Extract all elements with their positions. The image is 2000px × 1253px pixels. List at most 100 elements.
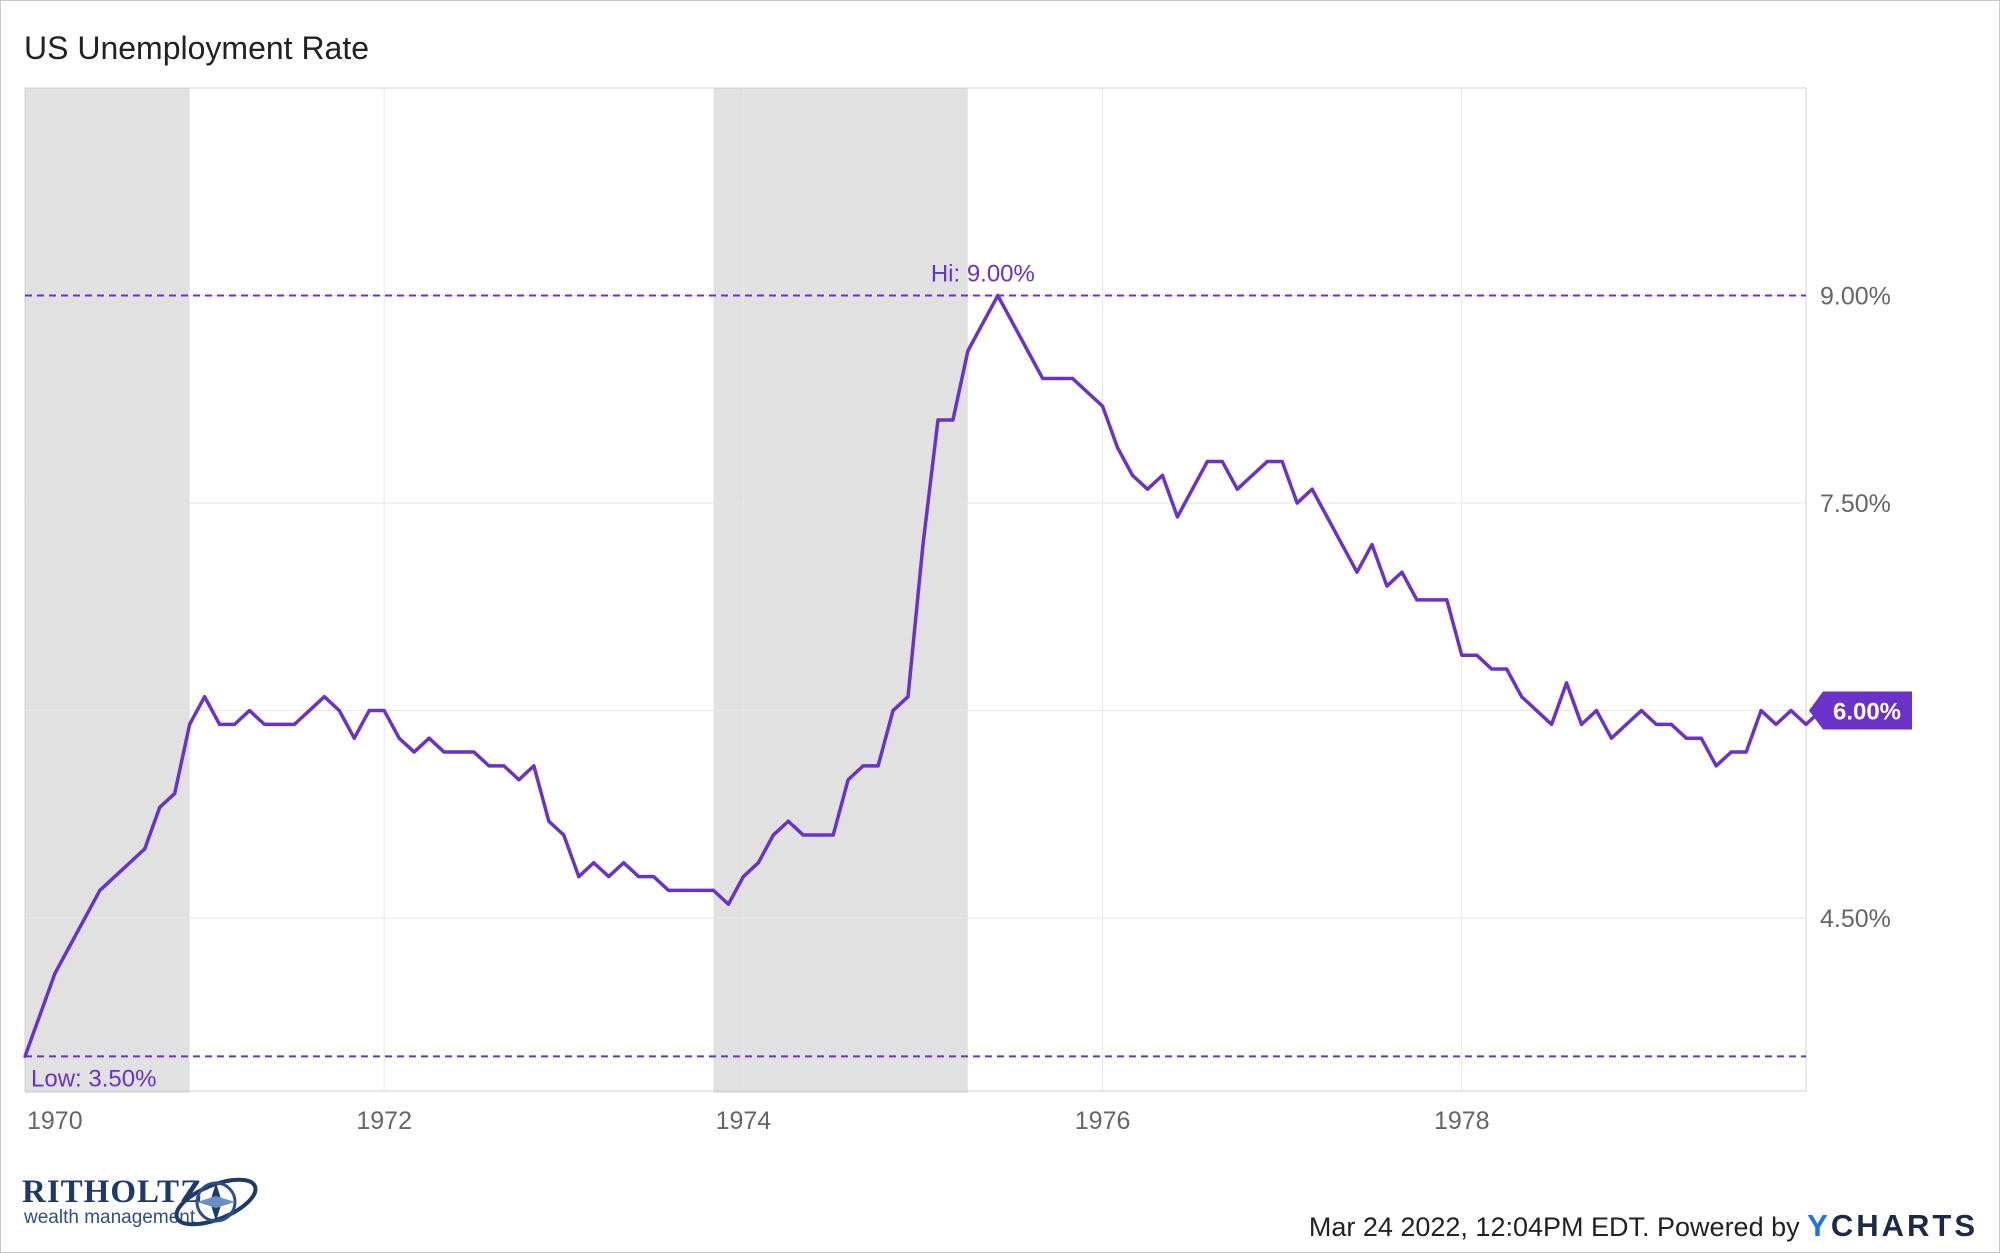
data-point bbox=[1535, 708, 1539, 713]
y-tick-label: 9.00% bbox=[1820, 283, 1891, 311]
data-point bbox=[1370, 542, 1374, 547]
data-point bbox=[113, 874, 117, 879]
data-point bbox=[996, 293, 1000, 298]
data-point bbox=[1400, 570, 1404, 574]
data-point bbox=[1056, 376, 1060, 381]
data-point bbox=[846, 778, 850, 782]
data-point bbox=[277, 722, 282, 726]
data-point bbox=[906, 695, 910, 699]
data-point bbox=[1280, 459, 1284, 464]
data-point bbox=[98, 888, 102, 893]
data-point bbox=[427, 736, 431, 740]
data-point bbox=[1549, 722, 1554, 726]
data-point bbox=[1490, 667, 1494, 671]
data-point bbox=[307, 708, 311, 713]
x-tick-label: 1978 bbox=[1434, 1107, 1490, 1135]
data-point bbox=[83, 916, 87, 920]
ycharts-logo-rest: CHARTS bbox=[1830, 1208, 1978, 1243]
data-point bbox=[217, 722, 222, 726]
ritholtz-logo: RITHOLTZ wealth management bbox=[22, 1174, 258, 1228]
data-point bbox=[1415, 598, 1419, 602]
reference-lines: Hi: 9.00% Low: 3.50% bbox=[25, 261, 1806, 1092]
ycharts-logo[interactable]: YCHARTS bbox=[1807, 1208, 1978, 1243]
data-point bbox=[1250, 473, 1254, 477]
data-point bbox=[367, 708, 371, 713]
data-point bbox=[23, 1054, 27, 1059]
recession-band bbox=[25, 88, 190, 1093]
data-point bbox=[981, 321, 985, 325]
data-point bbox=[741, 874, 745, 879]
data-point bbox=[1295, 501, 1299, 505]
data-point bbox=[607, 874, 611, 879]
page-title: US Unemployment Rate bbox=[24, 30, 370, 66]
data-point bbox=[262, 722, 267, 726]
data-point bbox=[322, 695, 326, 699]
last-value-flag bbox=[1809, 691, 1912, 730]
x-tick-label: 1970 bbox=[27, 1107, 83, 1135]
data-point bbox=[1340, 542, 1344, 547]
data-point bbox=[831, 833, 835, 837]
data-point bbox=[1505, 667, 1509, 671]
ycharts-logo-y: Y bbox=[1807, 1208, 1831, 1243]
footer-powered-by: Powered by bbox=[1657, 1212, 1800, 1242]
data-point bbox=[247, 708, 252, 713]
x-tick-label: 1972 bbox=[356, 1107, 412, 1135]
logo-subtitle: wealth management bbox=[24, 1207, 196, 1228]
data-point bbox=[1564, 681, 1569, 685]
data-point bbox=[457, 750, 461, 754]
data-point bbox=[68, 944, 72, 948]
data-point bbox=[771, 833, 775, 837]
compass-icon bbox=[174, 1177, 258, 1227]
data-point bbox=[128, 861, 132, 865]
data-point bbox=[202, 695, 207, 699]
data-point bbox=[487, 764, 491, 768]
last-value-layer: 6.00% bbox=[1809, 691, 1912, 730]
plot-border bbox=[24, 87, 1807, 1092]
data-point bbox=[1774, 722, 1778, 726]
data-point bbox=[1804, 722, 1808, 726]
data-point bbox=[1475, 653, 1479, 657]
data-point bbox=[1160, 473, 1165, 477]
data-point bbox=[1624, 722, 1629, 726]
logo-name: RITHOLTZ bbox=[22, 1174, 204, 1210]
y-axis-labels: 4.50%6.00%7.50%9.00% bbox=[1820, 283, 1891, 934]
data-point bbox=[1594, 708, 1599, 713]
y-tick-label: 4.50% bbox=[1820, 905, 1891, 933]
data-point bbox=[1669, 722, 1673, 726]
hi-label: Hi: 9.00% bbox=[931, 261, 1035, 288]
data-point bbox=[876, 764, 880, 768]
data-point bbox=[592, 861, 596, 865]
last-value-label: 6.00% bbox=[1833, 699, 1901, 726]
data-point bbox=[1175, 515, 1180, 519]
data-point bbox=[801, 833, 805, 837]
data-point bbox=[382, 708, 386, 713]
data-point bbox=[412, 750, 416, 754]
footer: Mar 24 2022, 12:04PM EDT. Powered by YCH… bbox=[1309, 1208, 1978, 1244]
recession-band bbox=[713, 88, 968, 1093]
data-point bbox=[1205, 459, 1209, 464]
data-point bbox=[1115, 446, 1120, 450]
x-axis-labels: 1970 1972 1974 1976 1978 bbox=[27, 1107, 1490, 1135]
data-point bbox=[936, 418, 940, 422]
y-tick-label: 7.50% bbox=[1820, 490, 1891, 518]
data-point bbox=[711, 888, 716, 893]
data-point bbox=[1325, 515, 1329, 519]
data-point bbox=[816, 833, 820, 837]
data-point bbox=[502, 764, 506, 768]
data-point bbox=[1265, 459, 1269, 464]
data-point bbox=[472, 750, 476, 754]
low-label: Low: 3.50% bbox=[31, 1065, 156, 1092]
data-point bbox=[397, 736, 401, 740]
data-point bbox=[696, 888, 701, 893]
data-point bbox=[517, 778, 521, 782]
x-tick-label: 1974 bbox=[716, 1107, 772, 1135]
data-point bbox=[861, 764, 865, 768]
data-point bbox=[53, 971, 57, 976]
data-point bbox=[681, 888, 686, 893]
series-layer bbox=[23, 293, 1823, 1059]
data-point bbox=[1609, 736, 1614, 740]
data-point bbox=[951, 418, 955, 422]
data-point bbox=[1385, 584, 1389, 588]
data-point bbox=[1789, 708, 1793, 713]
